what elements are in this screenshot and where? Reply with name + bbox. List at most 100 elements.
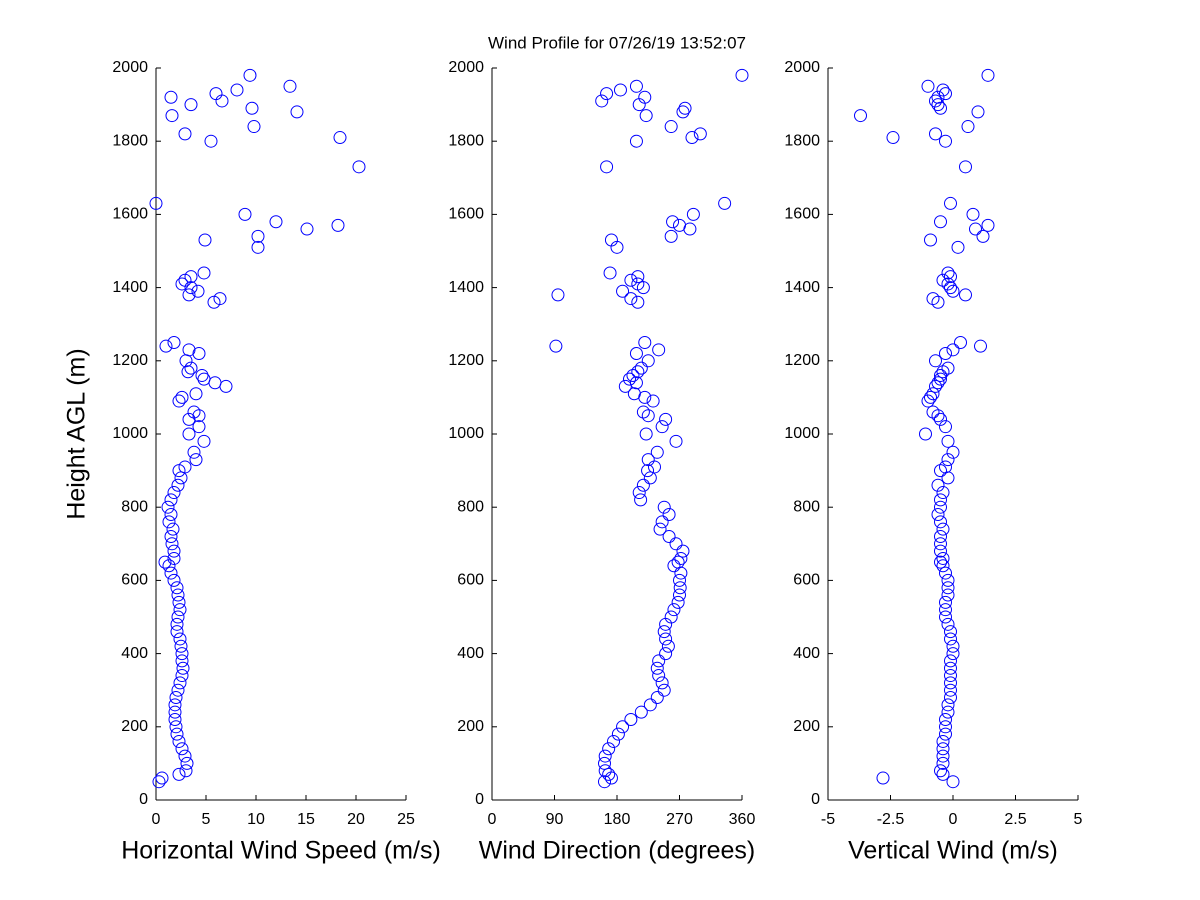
point: [209, 87, 223, 101]
point: [184, 361, 198, 375]
y-tick-label: 1000: [112, 425, 148, 442]
point: [155, 771, 169, 785]
point: [941, 361, 955, 375]
y-tick-label: 600: [793, 572, 820, 589]
point: [152, 775, 166, 789]
point: [197, 266, 211, 280]
point: [650, 661, 664, 675]
point: [643, 471, 657, 485]
point: [876, 771, 890, 785]
y-tick-label: 0: [811, 791, 820, 808]
point: [926, 387, 940, 401]
y-tick-label: 2000: [448, 59, 484, 76]
point: [167, 551, 181, 565]
point: [230, 83, 244, 97]
point: [936, 522, 950, 536]
point: [638, 336, 652, 349]
point: [676, 544, 690, 558]
point: [673, 581, 687, 595]
point: [981, 68, 995, 82]
x-tick-label: 360: [729, 811, 756, 828]
point: [671, 595, 685, 609]
point: [171, 588, 185, 602]
point: [173, 676, 187, 690]
point: [941, 573, 955, 587]
point: [600, 87, 614, 101]
point: [290, 105, 304, 119]
point: [170, 617, 184, 631]
point: [936, 756, 950, 770]
point: [181, 365, 195, 379]
point: [941, 698, 955, 712]
point: [192, 420, 206, 434]
point: [172, 394, 186, 408]
point: [643, 698, 657, 712]
x-tick-label: 0: [949, 811, 958, 828]
point: [171, 610, 185, 624]
point: [929, 127, 942, 141]
point: [944, 669, 957, 683]
point: [944, 281, 957, 295]
point: [939, 420, 952, 434]
point: [929, 354, 942, 368]
point: [639, 427, 653, 441]
point: [611, 727, 625, 741]
point: [939, 610, 952, 624]
point: [931, 478, 945, 492]
point: [549, 339, 563, 353]
point: [934, 368, 947, 382]
point: [667, 603, 681, 617]
point: [639, 109, 653, 123]
point: [666, 215, 680, 229]
y-tick-label: 200: [457, 718, 484, 735]
y-tick-label: 800: [121, 498, 148, 515]
x-axis-label: Horizontal Wind Speed (m/s): [121, 837, 441, 865]
point: [604, 771, 618, 785]
point: [662, 529, 676, 543]
point: [167, 336, 181, 349]
x-tick-label: 180: [604, 811, 631, 828]
point: [598, 764, 612, 778]
point: [939, 566, 952, 580]
y-tick-label: 2000: [112, 59, 148, 76]
point: [941, 581, 955, 595]
x-tick-label: 0: [152, 811, 161, 828]
chart-title: Wind Profile for 07/26/19 13:52:07: [488, 33, 746, 52]
point: [616, 284, 630, 298]
y-tick-label: 1600: [112, 206, 148, 223]
y-tick-label: 1400: [448, 279, 484, 296]
point: [936, 559, 950, 573]
point: [213, 292, 227, 306]
subplot: 0 200 400 600 800 1000 1200 1400 1600 1800 2000 -5 -…: [784, 59, 1082, 864]
point: [164, 529, 178, 543]
point: [631, 277, 645, 291]
point: [934, 544, 947, 558]
point: [946, 647, 960, 661]
point: [631, 365, 645, 379]
x-tick-label: 90: [546, 811, 564, 828]
point: [189, 453, 203, 467]
point: [934, 493, 947, 507]
point: [854, 109, 867, 123]
x-tick-label: 5: [202, 811, 211, 828]
point: [251, 229, 265, 243]
point: [159, 339, 173, 353]
point: [167, 486, 181, 500]
point: [641, 464, 655, 478]
point: [182, 412, 196, 426]
point: [936, 749, 950, 763]
point: [934, 215, 947, 229]
point: [595, 94, 609, 108]
point: [931, 98, 945, 112]
x-tick-label: 270: [666, 811, 693, 828]
point: [934, 500, 947, 514]
point: [175, 742, 189, 756]
point: [718, 196, 732, 210]
point: [934, 764, 947, 778]
point: [636, 478, 650, 492]
point: [178, 460, 192, 474]
point: [655, 515, 669, 529]
point: [931, 376, 945, 390]
point: [158, 555, 172, 569]
